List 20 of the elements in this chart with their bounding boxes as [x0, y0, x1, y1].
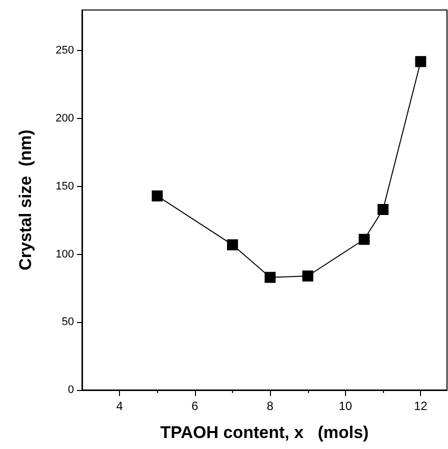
- point: [152, 190, 163, 202]
- x-tick-label: 12: [414, 399, 428, 413]
- y-tick-label: 0: [68, 384, 74, 396]
- point: [358, 234, 370, 245]
- point: [264, 272, 276, 283]
- point: [302, 270, 314, 282]
- point: [415, 56, 426, 68]
- y-tick-label: 200: [56, 112, 74, 125]
- y-tick-label: 150: [56, 180, 74, 192]
- y-axis-title: Crystal size (nm): [16, 130, 35, 270]
- y-tick-label: 100: [56, 248, 74, 260]
- x-tick-label: 8: [266, 399, 274, 413]
- x-axis-title: TPAOH content, x (mols): [160, 423, 369, 442]
- point: [378, 204, 389, 215]
- x-tick-label: 10: [338, 399, 352, 413]
- y-tick-label: 50: [62, 316, 74, 328]
- point: [227, 239, 238, 250]
- x-tick-label: 6: [192, 399, 199, 413]
- y-tick-label: 250: [56, 44, 74, 57]
- x-tick-label: 4: [116, 399, 124, 413]
